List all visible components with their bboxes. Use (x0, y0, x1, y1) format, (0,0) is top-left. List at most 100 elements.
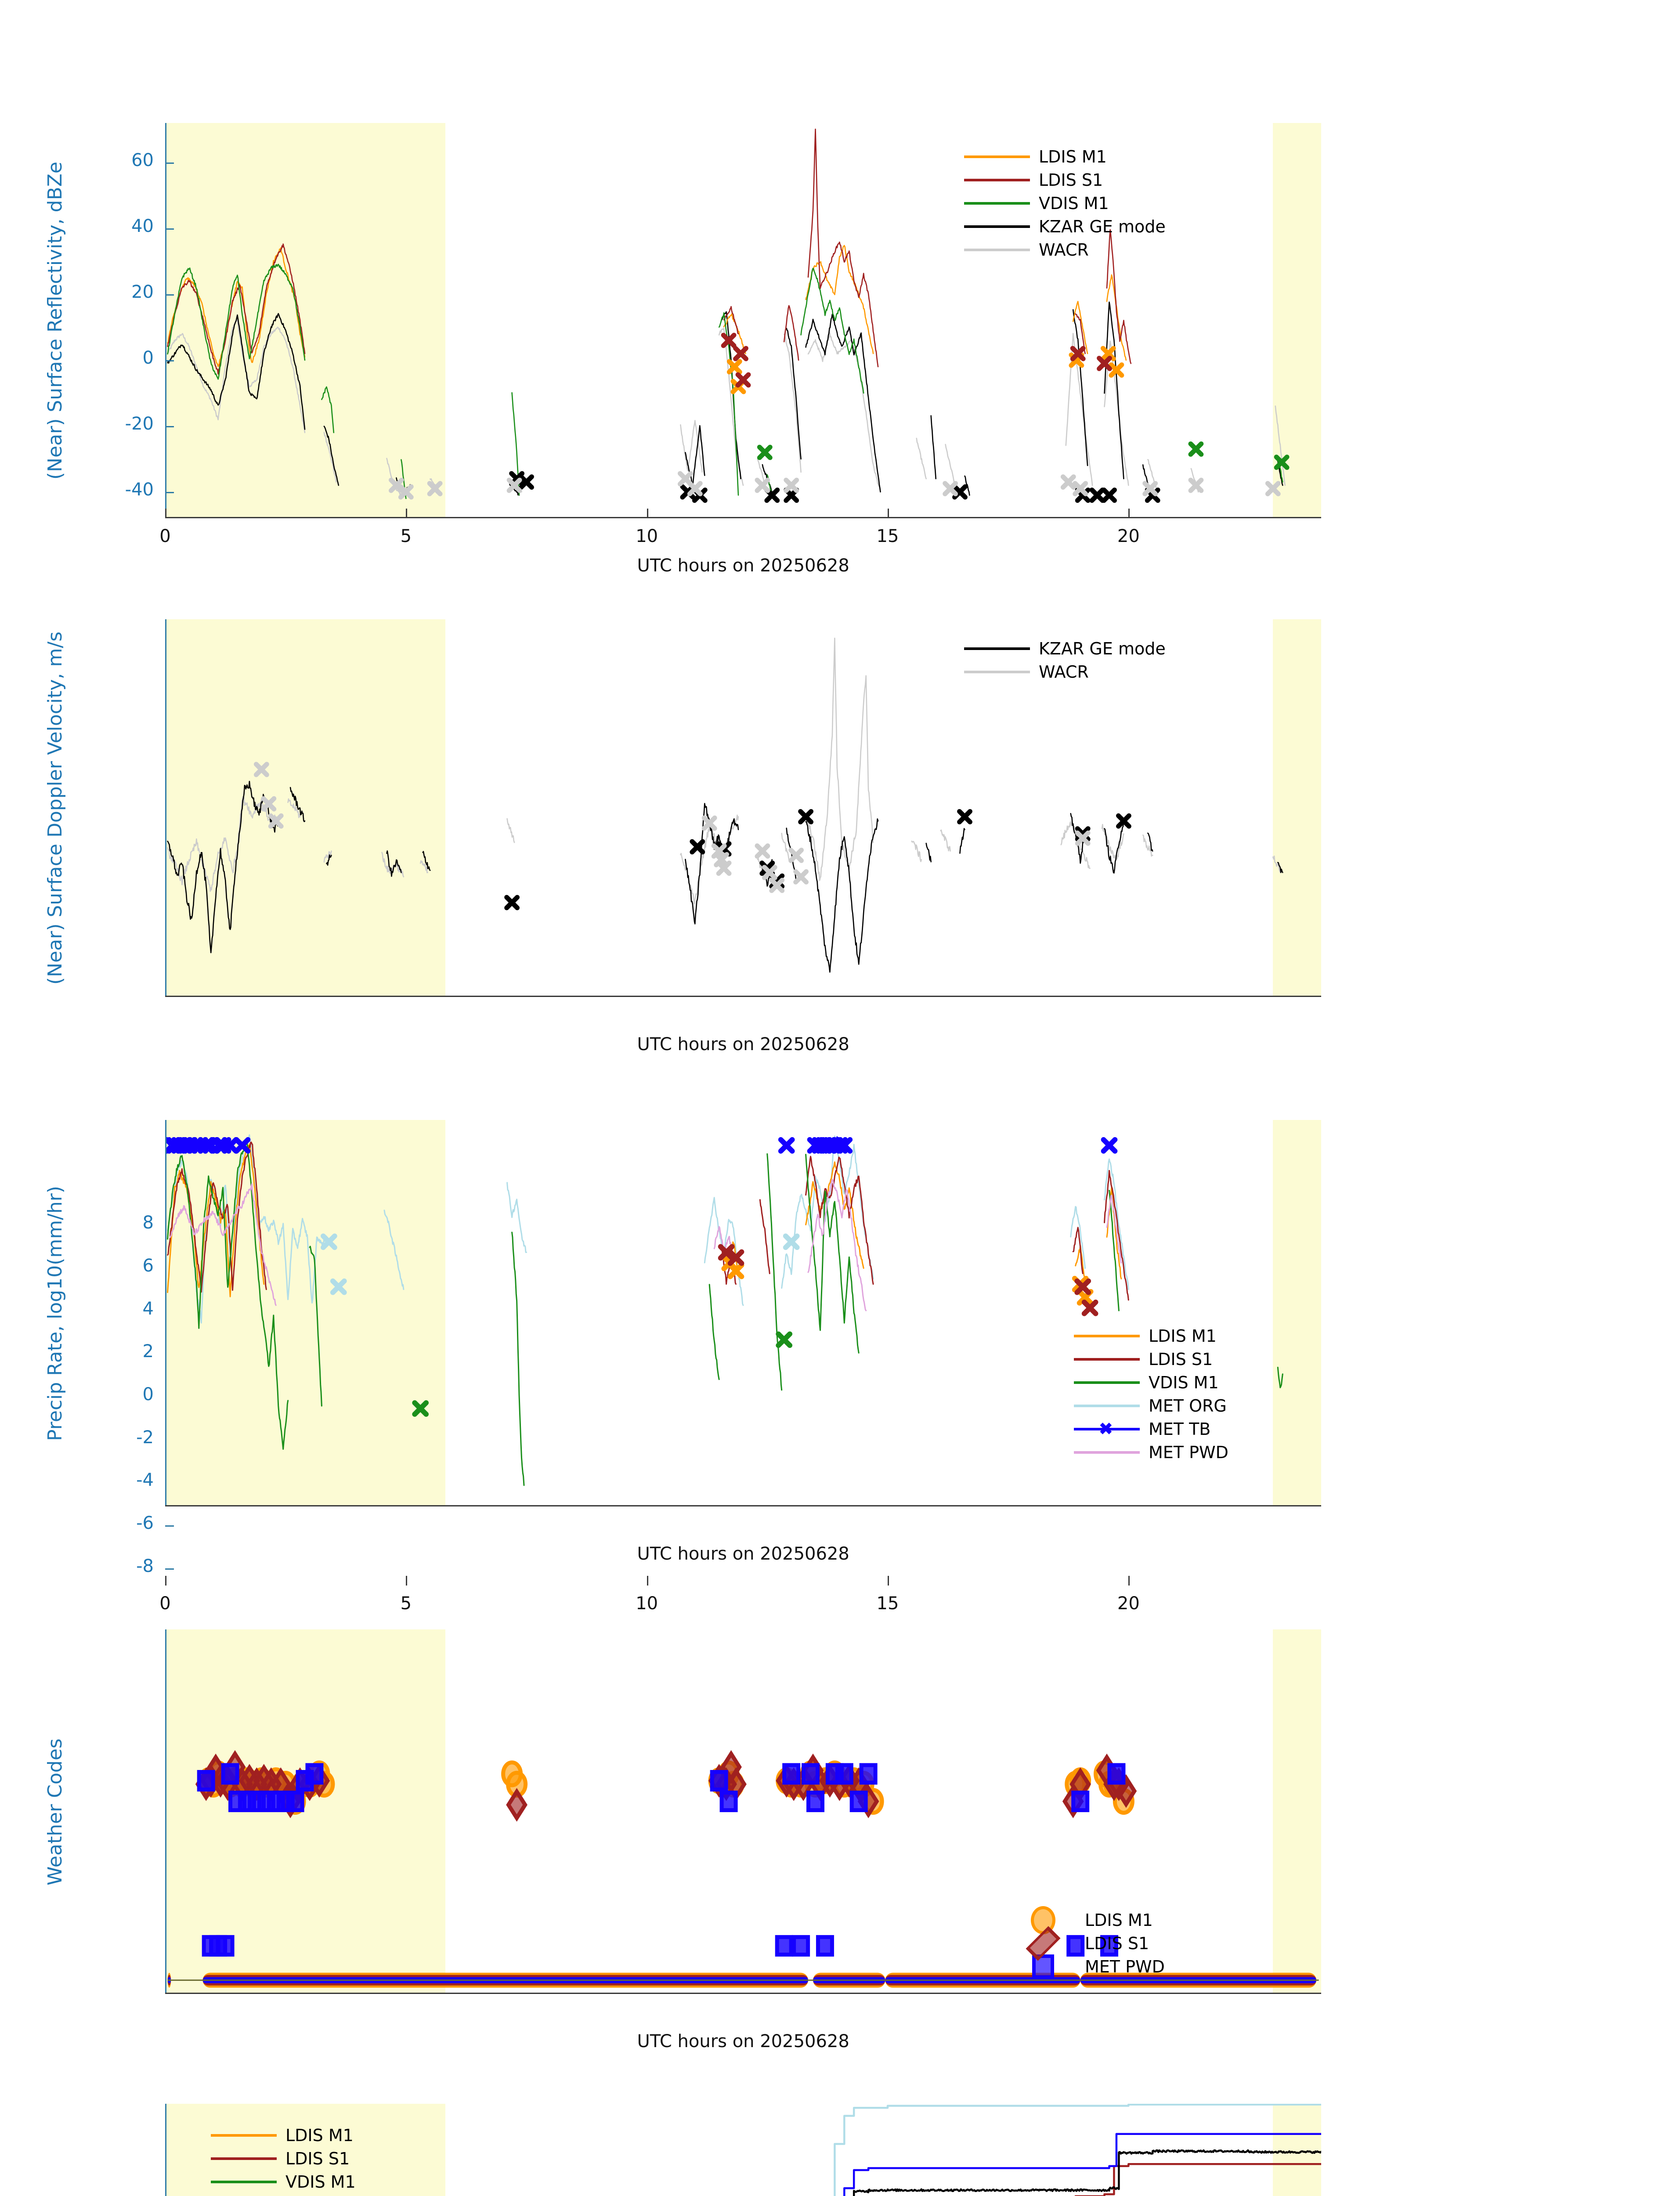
x-tick-mark (165, 1576, 166, 1586)
legend-item-label: LDIS S1 (1039, 170, 1103, 190)
y-tick-label: -40 (125, 480, 154, 500)
legend-item-label: LDIS S1 (285, 2149, 350, 2168)
y-tick-label: 6 (142, 1255, 154, 1276)
y-tick-label: 8 (142, 1213, 154, 1233)
x-tick-mark (406, 509, 408, 518)
legend-line-swatch (964, 155, 1030, 158)
panel-doppler-velocity: (Near) Surface Doppler Velocity, m/s -8 -… (0, 589, 1680, 1614)
legend-item[interactable]: KZAR GE mode (964, 215, 1166, 238)
x-tick-label: 15 (876, 1593, 899, 1614)
y-tick-label: 0 (142, 348, 154, 368)
legend-item[interactable]: MET PWD (1010, 1954, 1165, 1979)
y-tick-label: 0 (142, 1384, 154, 1405)
legend-item[interactable]: MET PWD (1074, 1441, 1228, 1464)
y-tick-label: 2 (142, 1341, 154, 1362)
legend-item-label: KZAR GE mode (1039, 217, 1166, 236)
y-tick-label: 60 (131, 150, 154, 170)
y-tick-label: 4 (142, 1298, 154, 1319)
y-tick-label: -8 (136, 1556, 154, 1576)
y-tick-label: -4 (136, 1470, 154, 1491)
legend-item[interactable]: LDIS M1 (1010, 1906, 1165, 1934)
legend-item[interactable]: ✖ MET TB (1074, 1417, 1228, 1441)
x-tick-mark (647, 1576, 648, 1586)
night-band-right (1273, 619, 1321, 997)
panel3-x-spine (165, 1505, 1321, 1506)
panel-precip-rate: Precip Rate, log10(mm/hr) -5-4-3-2-101 0… (0, 1094, 1680, 1607)
x-tick-mark (165, 509, 166, 518)
legend-item-label: WACR (1039, 240, 1089, 260)
panel2-x-axis-label: UTC hours on 20250628 (637, 1034, 849, 1055)
legend-item[interactable]: LDIS M1 (211, 2124, 366, 2147)
legend-line-swatch (211, 2134, 277, 2137)
legend-item-label: VDIS M1 (1149, 1372, 1219, 1392)
legend-x-marker-icon: ✖ (1098, 1419, 1113, 1439)
y-tick-mark (165, 360, 174, 361)
legend-item[interactable]: LDIS S1 (1010, 1926, 1165, 1961)
y-tick-mark (165, 294, 174, 296)
panel4-x-spine (165, 1993, 1321, 1994)
y-tick-label: -6 (136, 1513, 154, 1534)
legend-item[interactable]: WACR (964, 660, 1166, 683)
night-band-left (165, 123, 445, 518)
y-tick-mark (165, 1525, 174, 1527)
panel3-legend: LDIS M1 LDIS S1 VDIS M1 MET ORG ✖ MET TB MET P… (1074, 1324, 1228, 1464)
legend-item[interactable]: LDIS M1 (964, 145, 1166, 168)
panel2-legend: KZAR GE mode WACR (964, 637, 1166, 683)
panel1-y-axis-label: (Near) Surface Reflectivity, dBZe (44, 162, 66, 480)
legend-item-label: MET PWD (1085, 1957, 1165, 1976)
legend-line-swatch (964, 248, 1030, 251)
legend-item-label: LDIS M1 (1149, 1326, 1217, 1346)
panel4-y-spine (165, 1629, 166, 1994)
x-tick-mark (1128, 1576, 1130, 1586)
legend-item[interactable]: WACR (964, 238, 1166, 261)
legend-item[interactable]: LDIS S1 (964, 168, 1166, 191)
x-tick-label: 5 (400, 1593, 412, 1614)
legend-item-label: MET PWD (1149, 1442, 1228, 1462)
panel1-plot-area (165, 123, 1321, 518)
legend-item[interactable]: MET ORG (1074, 1394, 1228, 1417)
legend-item-label: LDIS S1 (1085, 1933, 1149, 1953)
legend-item-label: LDIS M1 (1039, 147, 1107, 166)
legend-marker-swatch (1010, 1954, 1076, 1979)
panel4-plot-area (165, 1629, 1321, 1994)
x-tick-label: 10 (636, 1593, 658, 1614)
night-band-left (165, 1629, 445, 1994)
legend-line-swatch (1074, 1404, 1140, 1407)
panel2-series-canvas (165, 619, 1321, 997)
legend-line-swatch: ✖ (1074, 1420, 1140, 1438)
panel1-legend: LDIS M1 LDIS S1 VDIS M1 KZAR GE mode WACR (964, 145, 1166, 261)
legend-item[interactable]: LDIS S1 (1074, 1347, 1228, 1371)
panel2-plot-area (165, 619, 1321, 997)
legend-item[interactable]: LDIS M1 (1074, 1324, 1228, 1347)
legend-line-swatch (1074, 1334, 1140, 1337)
panel4-x-axis-label: UTC hours on 20250628 (637, 2031, 849, 2052)
legend-item[interactable]: VDIS M1 (211, 2170, 366, 2193)
legend-item[interactable]: VDIS M1 (964, 191, 1166, 215)
legend-item-label: WACR (1039, 662, 1089, 682)
panel5-series-canvas (165, 2104, 1321, 2196)
legend-item[interactable]: LDIS S1 (211, 2147, 366, 2170)
x-tick-label: 5 (400, 526, 412, 546)
y-tick-mark (165, 492, 174, 493)
legend-item[interactable]: VDIS M1 (1074, 1371, 1228, 1394)
night-band-right (1273, 1629, 1321, 1994)
legend-line-swatch (1074, 1358, 1140, 1361)
panel1-series-canvas (165, 123, 1321, 518)
legend-item[interactable]: KZAR GE mode (964, 637, 1166, 660)
y-tick-label: 20 (131, 282, 154, 302)
legend-line-swatch (211, 2180, 277, 2183)
y-tick-mark (165, 163, 174, 164)
panel4-y-axis-label: Weather Codes (44, 1738, 66, 1885)
x-tick-mark (406, 1576, 408, 1586)
legend-line-swatch (964, 647, 1030, 650)
panel3-y-spine (165, 1120, 166, 1506)
night-band-right (1273, 1120, 1321, 1506)
panel4-legend: LDIS M1 LDIS S1 MET PWD (1010, 1906, 1165, 1979)
legend-item[interactable]: MET ORG (211, 2193, 366, 2196)
night-band-right (1273, 2104, 1321, 2196)
legend-line-swatch (1074, 1381, 1140, 1384)
panel5-y-spine (165, 2104, 166, 2196)
x-tick-label: 15 (876, 526, 899, 546)
